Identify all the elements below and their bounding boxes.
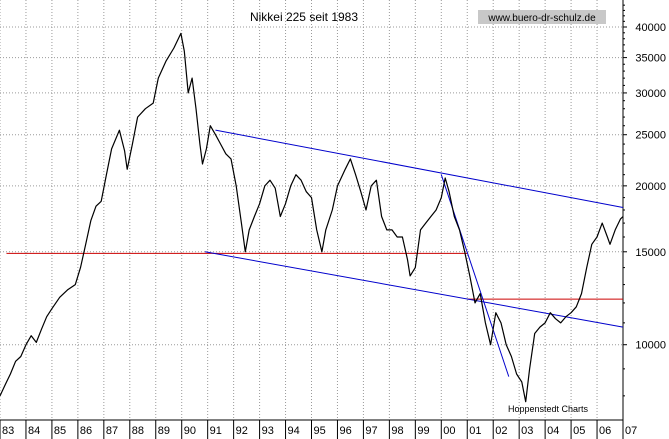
x-tick-label: 06 bbox=[599, 425, 611, 437]
trend-channel-line bbox=[215, 129, 624, 208]
y-tick-label: 30000 bbox=[635, 88, 666, 100]
x-tick-label: 90 bbox=[184, 425, 196, 437]
x-tick-label: 95 bbox=[314, 425, 326, 437]
x-tick-label: 99 bbox=[417, 425, 429, 437]
x-tick-label: 93 bbox=[262, 425, 274, 437]
x-tick-label: 83 bbox=[2, 425, 14, 437]
x-tick-label: 05 bbox=[573, 425, 585, 437]
y-axis-ticks: 10000 15000 20000 25000 30000 35000 40000 bbox=[623, 4, 666, 397]
x-tick-label: 96 bbox=[339, 425, 351, 437]
x-tick-label: 91 bbox=[210, 425, 222, 437]
x-tick-label: 04 bbox=[547, 425, 559, 437]
y-tick-label: 15000 bbox=[635, 247, 666, 259]
x-tick-label: 92 bbox=[236, 425, 248, 437]
chart-title: Nikkei 225 seit 1983 bbox=[250, 10, 358, 24]
x-tick-label: 97 bbox=[365, 425, 377, 437]
grid-layer bbox=[0, 0, 624, 420]
y-tick-label: 20000 bbox=[635, 181, 666, 193]
x-tick-label: 02 bbox=[495, 425, 507, 437]
credit-label: Hoppenstedt Charts bbox=[508, 404, 589, 414]
trend-channel-line bbox=[204, 251, 624, 328]
y-tick-label: 40000 bbox=[635, 22, 666, 34]
x-tick-label: 00 bbox=[443, 425, 455, 437]
y-tick-label: 10000 bbox=[635, 340, 666, 352]
y-tick-label: 25000 bbox=[635, 130, 666, 142]
series-layer bbox=[0, 32, 624, 403]
watermark-text: www.buero-dr-schulz.de bbox=[487, 13, 596, 24]
x-tick-label: 07 bbox=[625, 425, 637, 437]
x-tick-label: 88 bbox=[132, 425, 144, 437]
x-tick-label: 87 bbox=[106, 425, 118, 437]
x-tick-label: 94 bbox=[288, 425, 300, 437]
x-tick-label: 03 bbox=[521, 425, 533, 437]
x-tick-label: 85 bbox=[54, 425, 66, 437]
y-tick-label: 35000 bbox=[635, 53, 666, 65]
x-tick-label: 89 bbox=[158, 425, 170, 437]
x-tick-label: 86 bbox=[80, 425, 92, 437]
x-tick-label: 84 bbox=[28, 425, 40, 437]
x-axis-ticks: 83 84 85 86 87 88 89 90 91 92 93 94 95 96 97 98 99 00 01 02… bbox=[0, 420, 637, 439]
nikkei-series-line bbox=[0, 32, 624, 403]
trend-lines-layer bbox=[6, 129, 624, 377]
x-tick-label: 01 bbox=[469, 425, 481, 437]
watermark-background bbox=[478, 10, 606, 24]
x-tick-label: 98 bbox=[391, 425, 403, 437]
